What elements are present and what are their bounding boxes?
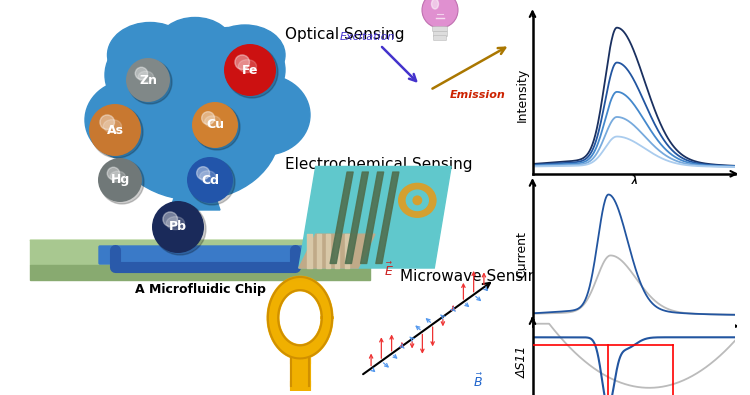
Text: Cd: Cd	[201, 173, 219, 186]
Text: Emission: Emission	[450, 90, 506, 100]
Ellipse shape	[238, 60, 256, 73]
Ellipse shape	[399, 183, 436, 217]
Text: $\vec{B}$: $\vec{B}$	[472, 373, 482, 390]
Text: Fe: Fe	[242, 64, 258, 77]
Ellipse shape	[158, 17, 232, 73]
Ellipse shape	[110, 60, 280, 200]
Text: $\vec{E}$: $\vec{E}$	[384, 261, 394, 279]
Circle shape	[189, 159, 235, 205]
Circle shape	[128, 60, 172, 104]
Circle shape	[100, 115, 115, 130]
Polygon shape	[298, 234, 375, 268]
Ellipse shape	[205, 116, 220, 127]
Circle shape	[98, 158, 142, 202]
Circle shape	[192, 102, 238, 148]
Circle shape	[126, 58, 170, 102]
Text: Electrochemical Sensing: Electrochemical Sensing	[285, 158, 472, 173]
FancyBboxPatch shape	[433, 32, 448, 36]
X-axis label: Potential: Potential	[606, 327, 662, 340]
Ellipse shape	[107, 23, 193, 88]
Ellipse shape	[105, 30, 215, 120]
Ellipse shape	[145, 50, 245, 120]
Ellipse shape	[166, 216, 184, 229]
Ellipse shape	[431, 0, 439, 9]
Text: Optical Sensing: Optical Sensing	[285, 28, 404, 43]
Ellipse shape	[175, 28, 285, 113]
Polygon shape	[30, 265, 370, 280]
Circle shape	[226, 46, 278, 98]
Text: Excitation: Excitation	[340, 32, 395, 42]
Text: Pb: Pb	[169, 220, 187, 233]
Ellipse shape	[200, 171, 216, 182]
Text: A Microfluidic Chip: A Microfluidic Chip	[134, 284, 266, 297]
Circle shape	[135, 67, 148, 79]
Circle shape	[413, 196, 422, 205]
Ellipse shape	[110, 171, 125, 182]
FancyBboxPatch shape	[433, 36, 446, 41]
Polygon shape	[298, 166, 452, 268]
Polygon shape	[180, 140, 210, 165]
Text: Cu: Cu	[206, 118, 224, 132]
Circle shape	[235, 55, 250, 70]
Y-axis label: ΔS11: ΔS11	[515, 345, 528, 378]
FancyBboxPatch shape	[433, 26, 448, 32]
Circle shape	[202, 112, 214, 124]
Circle shape	[196, 167, 209, 180]
Text: Microwave Sensing: Microwave Sensing	[400, 269, 547, 284]
Y-axis label: Current: Current	[515, 231, 528, 278]
Ellipse shape	[220, 75, 310, 155]
X-axis label: λ: λ	[629, 175, 638, 190]
Polygon shape	[30, 240, 370, 265]
Ellipse shape	[138, 71, 154, 82]
Ellipse shape	[85, 80, 175, 160]
Text: Hg: Hg	[110, 173, 130, 186]
Circle shape	[89, 104, 141, 156]
Text: As: As	[106, 124, 124, 137]
Circle shape	[100, 160, 144, 204]
Ellipse shape	[205, 25, 285, 85]
Ellipse shape	[104, 120, 122, 133]
Circle shape	[152, 201, 204, 253]
Circle shape	[187, 157, 233, 203]
Circle shape	[107, 167, 119, 180]
Text: Zn: Zn	[139, 73, 157, 87]
Polygon shape	[170, 195, 220, 210]
Circle shape	[224, 44, 276, 96]
Circle shape	[422, 0, 458, 28]
Circle shape	[163, 212, 178, 226]
Circle shape	[154, 203, 206, 255]
Circle shape	[91, 106, 143, 158]
FancyBboxPatch shape	[99, 246, 311, 264]
Polygon shape	[175, 165, 215, 195]
Polygon shape	[30, 240, 390, 265]
Y-axis label: Intensity: Intensity	[515, 68, 528, 122]
Ellipse shape	[406, 190, 428, 211]
Circle shape	[194, 104, 240, 150]
